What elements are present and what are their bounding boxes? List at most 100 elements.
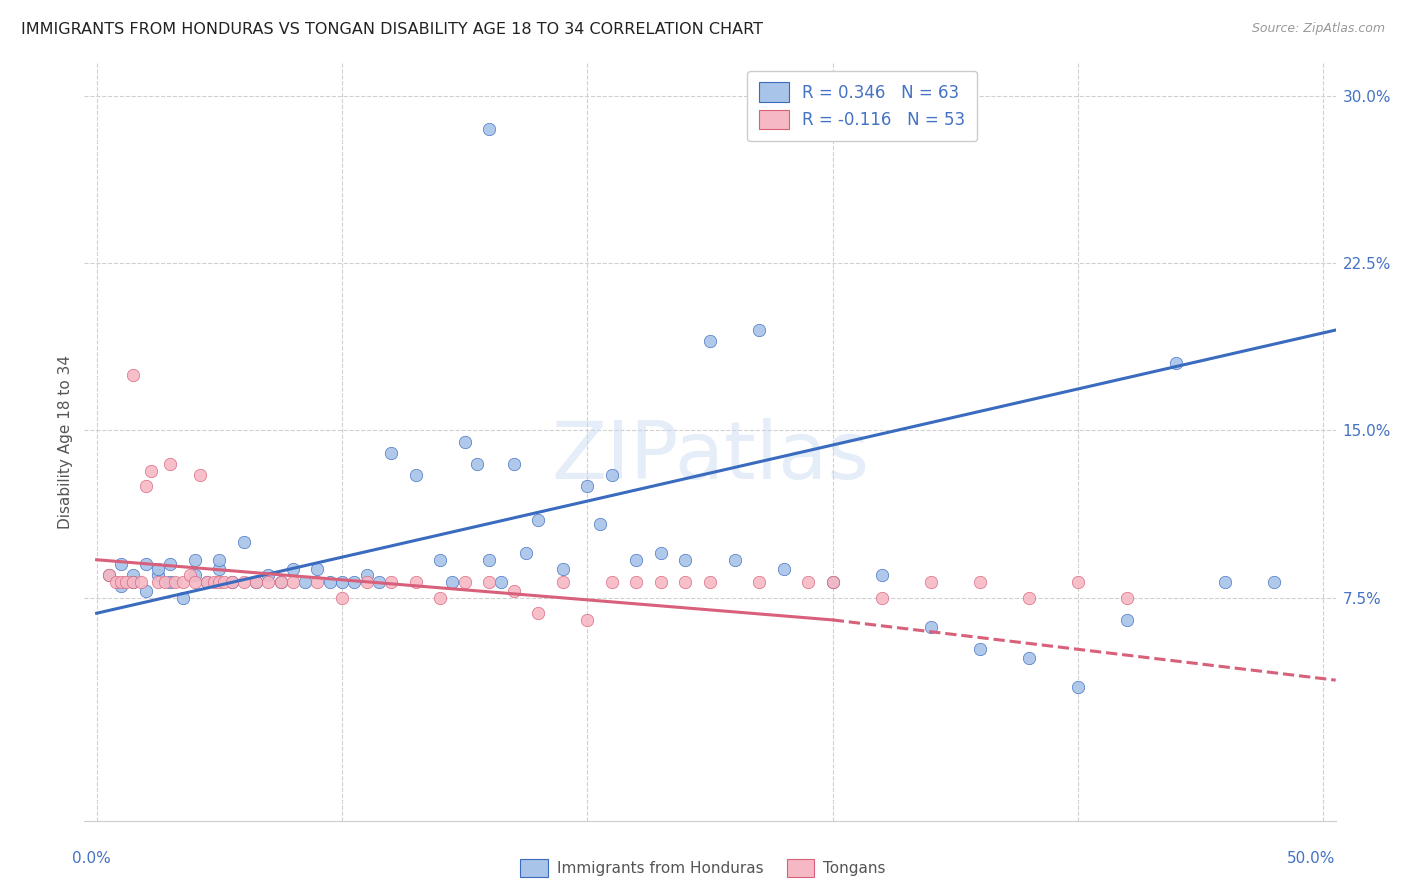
Point bbox=[245, 574, 267, 589]
Point bbox=[146, 574, 169, 589]
Legend: R = 0.346   N = 63, R = -0.116   N = 53: R = 0.346 N = 63, R = -0.116 N = 53 bbox=[747, 70, 977, 141]
Point bbox=[821, 574, 844, 589]
Point bbox=[281, 574, 304, 589]
Point bbox=[380, 445, 402, 460]
Point bbox=[281, 562, 304, 576]
Point bbox=[1018, 591, 1040, 605]
Point bbox=[105, 574, 128, 589]
Point bbox=[330, 574, 353, 589]
Point bbox=[576, 479, 599, 493]
Point bbox=[515, 546, 537, 560]
Point bbox=[343, 574, 366, 589]
Point bbox=[969, 642, 991, 657]
Point bbox=[465, 457, 488, 471]
Point bbox=[221, 574, 243, 589]
Point bbox=[797, 574, 820, 589]
Text: 50.0%: 50.0% bbox=[1288, 851, 1336, 866]
Point bbox=[208, 562, 231, 576]
Text: ZIPatlas: ZIPatlas bbox=[551, 417, 869, 496]
Point bbox=[723, 552, 745, 567]
Point bbox=[626, 574, 648, 589]
Point bbox=[146, 568, 169, 582]
Point bbox=[920, 619, 942, 633]
Point bbox=[650, 546, 672, 560]
Point bbox=[527, 512, 550, 526]
Point bbox=[184, 552, 207, 567]
Point bbox=[1213, 574, 1236, 589]
Point bbox=[969, 574, 991, 589]
Point bbox=[1018, 651, 1040, 665]
Point bbox=[172, 591, 194, 605]
Point bbox=[453, 574, 475, 589]
Point bbox=[159, 557, 181, 572]
Point bbox=[208, 552, 231, 567]
Point bbox=[551, 574, 574, 589]
Point bbox=[699, 574, 721, 589]
Point bbox=[772, 562, 794, 576]
Point bbox=[135, 479, 157, 493]
Point bbox=[129, 574, 152, 589]
Point bbox=[650, 574, 672, 589]
Point bbox=[139, 464, 162, 478]
Point bbox=[429, 591, 451, 605]
Point bbox=[221, 574, 243, 589]
Point bbox=[245, 574, 267, 589]
Point bbox=[257, 574, 280, 589]
Point bbox=[675, 552, 697, 567]
Point bbox=[748, 323, 770, 337]
Point bbox=[478, 122, 501, 136]
Point bbox=[1067, 574, 1090, 589]
Point bbox=[367, 574, 389, 589]
Point bbox=[159, 574, 181, 589]
Text: Source: ZipAtlas.com: Source: ZipAtlas.com bbox=[1251, 22, 1385, 36]
Point bbox=[122, 574, 145, 589]
Point bbox=[232, 574, 254, 589]
Point bbox=[122, 568, 145, 582]
Point bbox=[188, 467, 211, 482]
Point bbox=[699, 334, 721, 349]
Point bbox=[429, 552, 451, 567]
Point bbox=[870, 591, 893, 605]
Point bbox=[1116, 613, 1139, 627]
Point bbox=[110, 580, 132, 594]
Point bbox=[356, 574, 378, 589]
Point bbox=[1166, 356, 1188, 371]
Point bbox=[600, 574, 623, 589]
Text: IMMIGRANTS FROM HONDURAS VS TONGAN DISABILITY AGE 18 TO 34 CORRELATION CHART: IMMIGRANTS FROM HONDURAS VS TONGAN DISAB… bbox=[21, 22, 763, 37]
Point bbox=[212, 574, 235, 589]
Point bbox=[319, 574, 342, 589]
Point bbox=[870, 568, 893, 582]
Point bbox=[588, 517, 610, 532]
Point bbox=[257, 568, 280, 582]
Point bbox=[202, 574, 225, 589]
Point bbox=[122, 368, 145, 382]
Point bbox=[527, 607, 550, 621]
Point bbox=[172, 574, 194, 589]
Point bbox=[270, 574, 292, 589]
Point bbox=[491, 574, 513, 589]
Point bbox=[748, 574, 770, 589]
Point bbox=[551, 562, 574, 576]
Point bbox=[110, 557, 132, 572]
Point bbox=[165, 574, 187, 589]
Point bbox=[184, 568, 207, 582]
Point bbox=[97, 568, 120, 582]
Point bbox=[208, 574, 231, 589]
Point bbox=[600, 467, 623, 482]
Point bbox=[502, 584, 524, 599]
Point bbox=[821, 574, 844, 589]
Point bbox=[115, 574, 138, 589]
Point bbox=[330, 591, 353, 605]
Point bbox=[135, 557, 157, 572]
Point bbox=[159, 457, 181, 471]
Text: 0.0%: 0.0% bbox=[72, 851, 111, 866]
Point bbox=[405, 467, 427, 482]
Point bbox=[380, 574, 402, 589]
Point bbox=[179, 568, 201, 582]
Y-axis label: Disability Age 18 to 34: Disability Age 18 to 34 bbox=[58, 354, 73, 529]
Point bbox=[122, 574, 145, 589]
Point bbox=[195, 574, 218, 589]
Point bbox=[920, 574, 942, 589]
Point bbox=[626, 552, 648, 567]
Point bbox=[1263, 574, 1285, 589]
